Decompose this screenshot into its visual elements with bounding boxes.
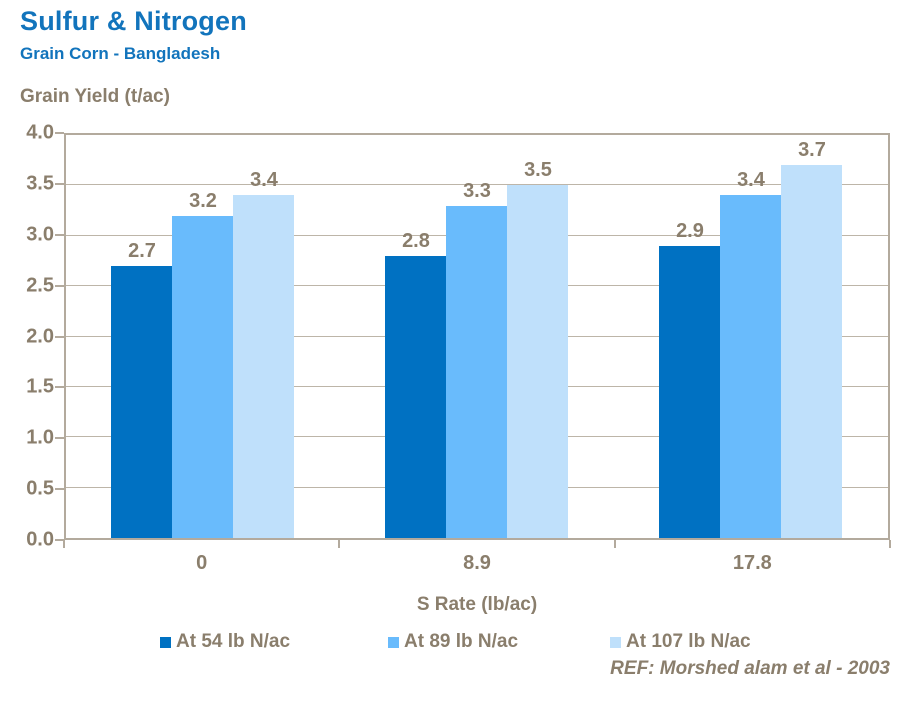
legend-label: At 107 lb N/ac [626,631,751,652]
bar: 3.3 [446,180,508,538]
bar-group: 2.8 3.3 3.5 [340,135,614,538]
bar-value-label: 2.7 [128,239,156,262]
y-tick-mark [55,233,64,236]
y-tick-mark [55,386,64,389]
y-tick-label: 2.0 [26,325,54,347]
bar-value-label: 3.5 [524,159,552,182]
bar: 2.7 [111,240,173,538]
x-axis-title: S Rate (lb/ac) [416,594,538,615]
legend-label: At 54 lb N/ac [176,631,291,652]
legend-swatch [388,636,399,648]
legend-entry: At 107 lb N/ac [610,631,751,653]
x-tick-label: 0 [196,552,208,574]
x-tick-mark [338,540,341,548]
bar: 3.7 [781,139,843,538]
legend-swatch [610,636,621,648]
chart-title: Sulfur & Nitrogen [20,6,247,36]
reference-note: REF: Morshed alam et al - 2003 [610,658,890,679]
y-tick-label: 3.5 [26,172,54,195]
plot-area: 2.7 3.2 3.4 2.8 3.3 3.5 2.9 3.4 3.7 [64,133,890,540]
legend-label: At 89 lb N/ac [404,631,519,652]
bar-value-label: 3.2 [189,189,217,212]
y-tick-mark [55,182,64,185]
x-tick-label: 8.9 [463,552,491,574]
y-tick-label: 3.0 [26,223,54,246]
y-tick-mark [55,284,64,287]
y-tick-label: 1.0 [26,426,54,449]
bar: 2.9 [659,220,721,538]
bar-value-label: 3.4 [250,169,278,192]
bar-value-label: 3.4 [737,169,765,192]
y-tick-mark [55,437,64,440]
y-tick-label: 1.5 [26,375,54,398]
x-tick-label: 17.8 [732,552,772,574]
y-tick-label: 0.5 [26,477,54,500]
bar: 3.4 [720,169,782,538]
y-tick-mark [55,132,64,134]
legend-swatch [160,636,171,648]
legend-entry: At 89 lb N/ac [388,631,518,653]
x-tick-mark [613,540,616,548]
bar: 3.2 [172,190,234,538]
y-tick-mark [55,335,64,338]
bar-value-label: 3.3 [463,179,491,202]
bar: 3.4 [233,169,295,538]
y-axis-title: Grain Yield (t/ac) [20,86,170,107]
bar: 3.5 [507,159,569,538]
y-tick-label: 4.0 [26,121,54,144]
bar-group: 2.9 3.4 3.7 [614,135,888,538]
y-tick-label: 0.0 [26,528,54,551]
chart-subtitle: Grain Corn - Bangladesh [20,44,221,63]
y-tick-mark [55,539,64,541]
y-tick-mark [55,488,64,491]
bar-value-label: 3.7 [798,139,826,162]
bar-group: 2.7 3.2 3.4 [66,135,340,538]
bar: 2.8 [385,230,447,538]
x-tick-mark [889,540,891,548]
x-tick-mark [63,540,65,548]
bar-value-label: 2.9 [676,219,704,242]
y-tick-label: 2.5 [26,274,54,297]
gridline [66,184,888,186]
bar-value-label: 2.8 [402,229,430,252]
legend-entry: At 54 lb N/ac [160,631,290,653]
